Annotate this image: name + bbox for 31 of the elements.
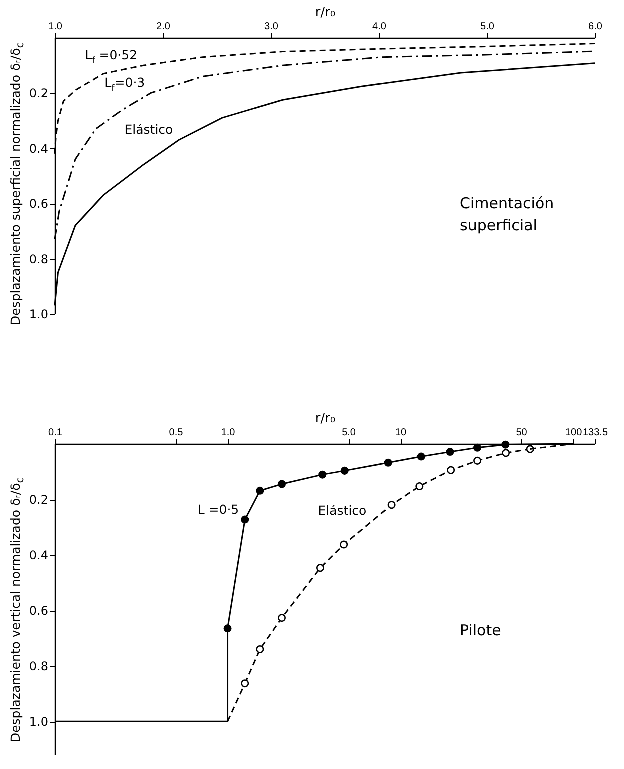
y-tick-label: 0.8: [29, 660, 48, 674]
x-tick-label: 1.0: [48, 22, 63, 32]
annotation: L =0·5: [198, 502, 240, 517]
x-tick-label: 10: [395, 428, 408, 438]
x-tick-label: 0.1: [48, 428, 63, 438]
x-tick-label: 0.5: [169, 428, 184, 438]
x-tick-label: 1.0: [221, 428, 236, 438]
y-tick-label: 1.0: [29, 715, 48, 730]
x-tick-label: 4.0: [372, 22, 387, 32]
x-tick-label: 50: [516, 428, 528, 438]
x-tick-label: 5.0: [342, 428, 356, 438]
y-tick-label: 0.4: [29, 548, 48, 563]
annotation: Cimentación superficial: [460, 194, 554, 235]
x-tick-label: 133.5: [582, 428, 608, 438]
x-axis-title: r/r₀: [315, 6, 336, 20]
annotation: Pilote: [460, 622, 502, 640]
y-tick-label: 1.0: [29, 308, 48, 322]
y-tick-label: 0.8: [29, 252, 48, 266]
x-axis-title: r/r₀: [315, 412, 336, 426]
x-tick-label: 6.0: [588, 22, 603, 32]
y-tick-label: 0.2: [29, 86, 48, 101]
x-tick-label: 2.0: [156, 22, 171, 32]
y-tick-label: 0.6: [29, 604, 48, 618]
y-tick-label: 0.6: [29, 197, 48, 212]
y-tick-label: 0.2: [29, 493, 48, 508]
annotation: Elástico: [318, 502, 367, 518]
x-tick-label: 100: [565, 428, 583, 438]
x-tick-label: 3.0: [264, 22, 279, 32]
x-tick-label: 5.0: [480, 22, 495, 32]
annotation: Elástico: [124, 122, 174, 138]
y-tick-label: 0.4: [29, 142, 48, 156]
